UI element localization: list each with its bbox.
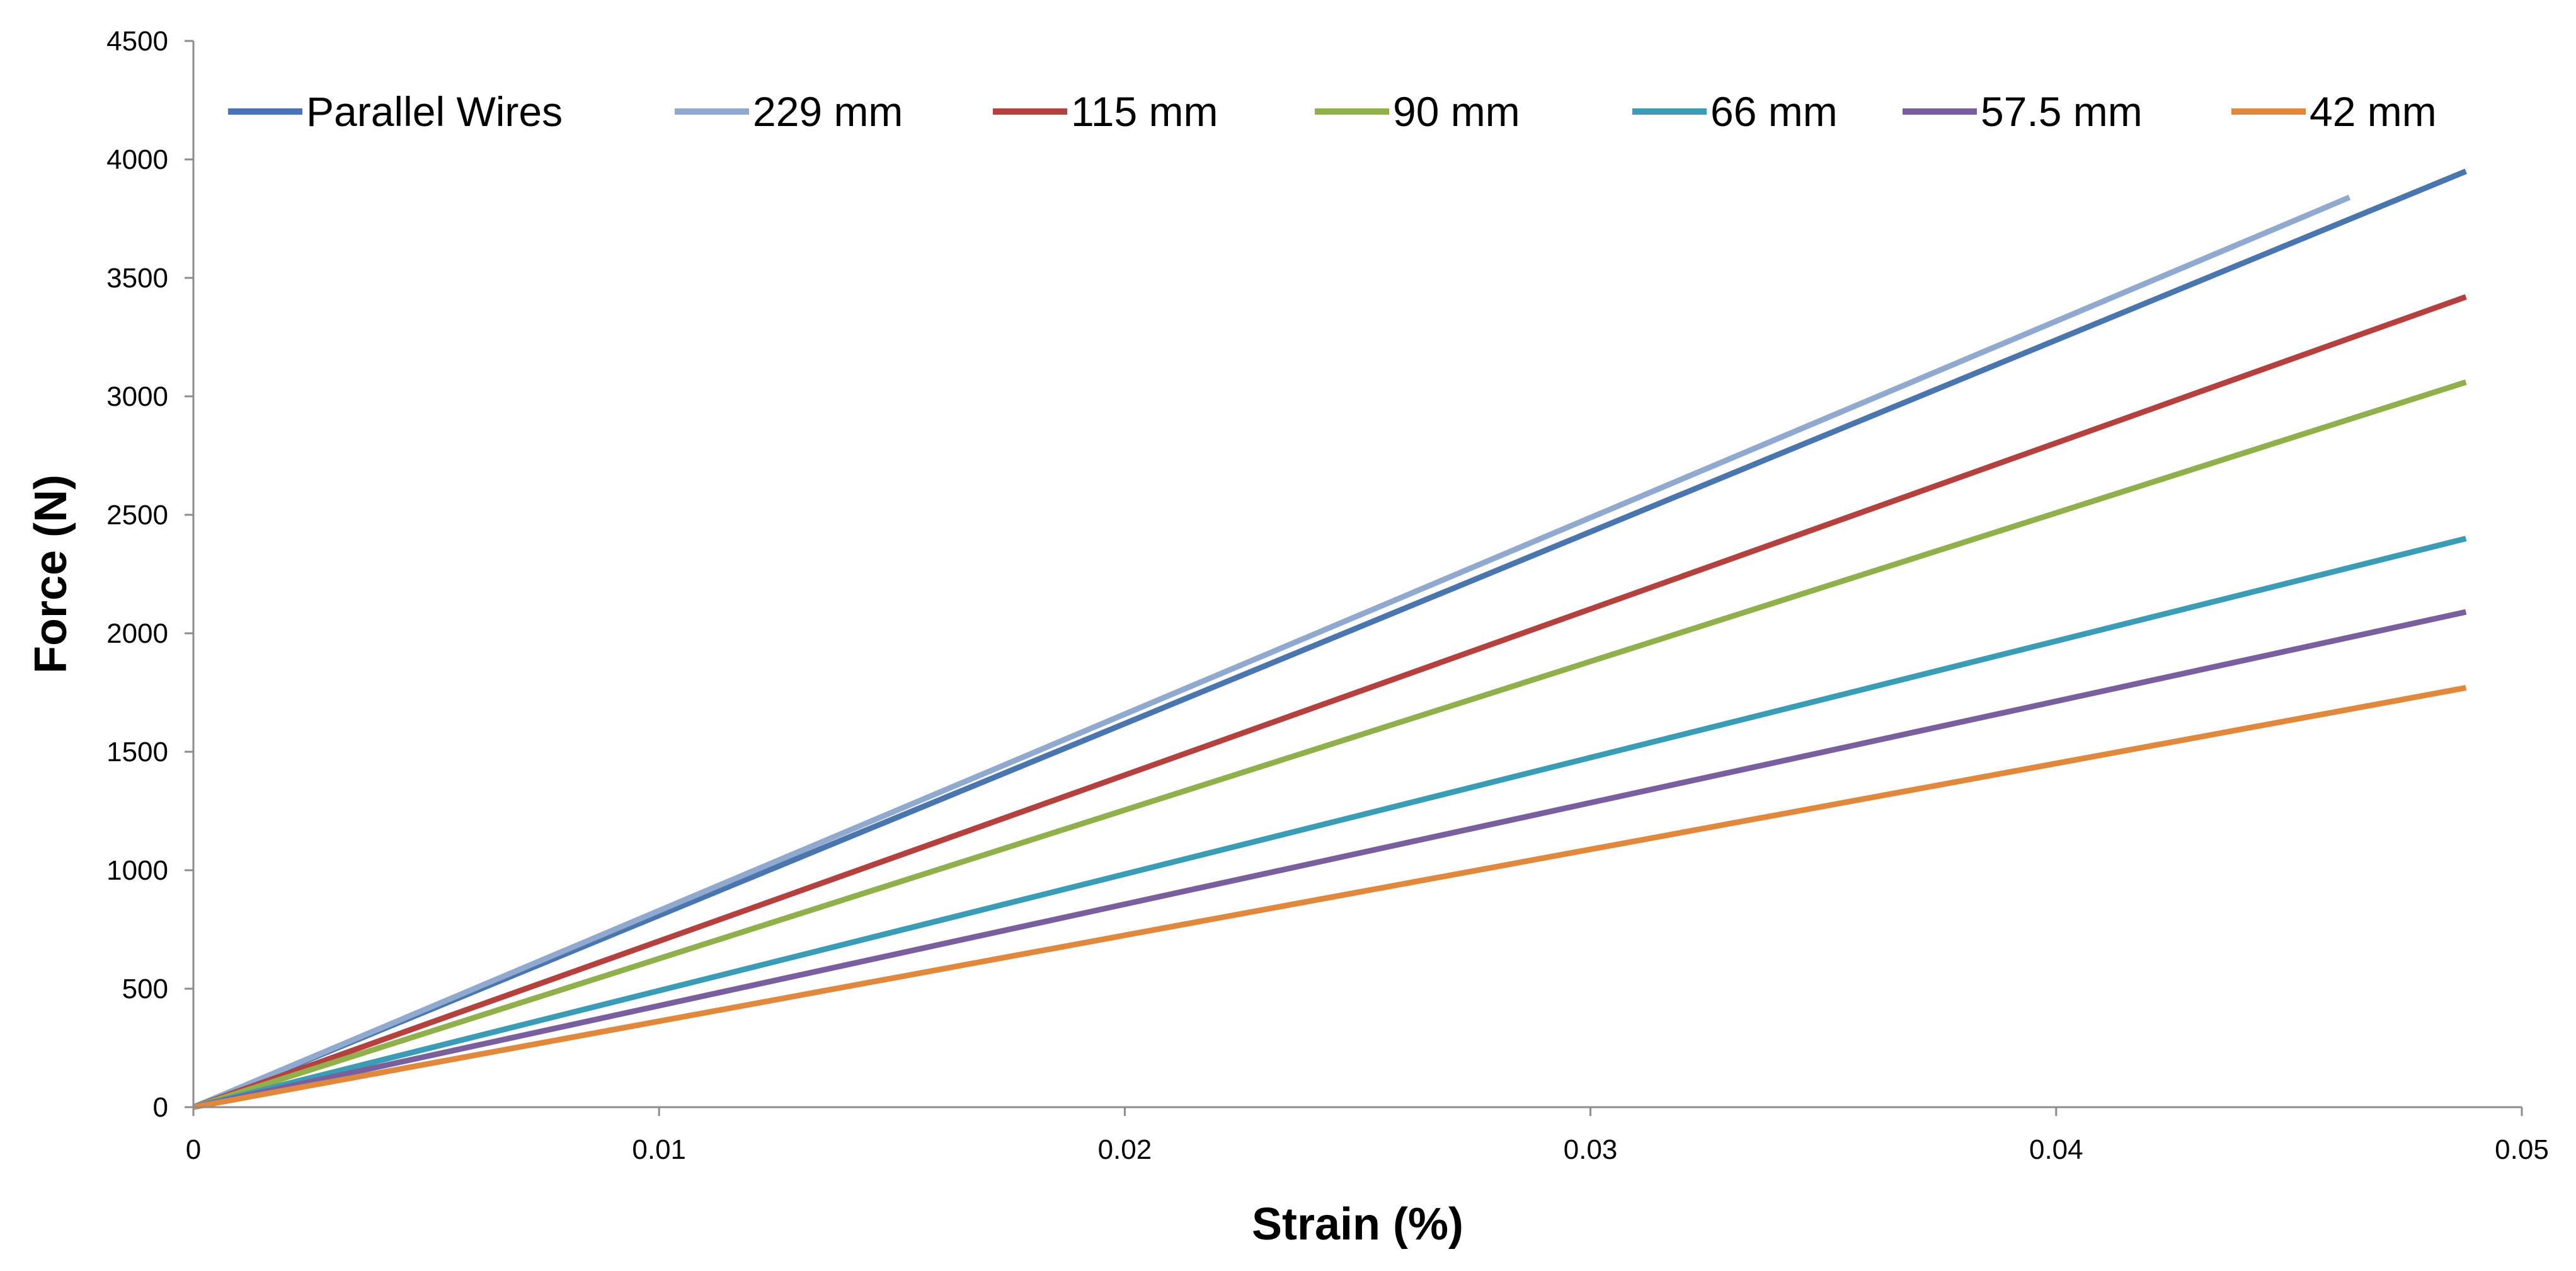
y-tick-label: 1000: [106, 855, 168, 886]
x-axis-title: Strain (%): [1252, 1199, 1463, 1250]
x-tick-label: 0.01: [632, 1134, 686, 1165]
legend-label-2: 229 mm: [753, 88, 903, 135]
legend-label-4: 90 mm: [1393, 88, 1520, 135]
y-tick-label: 0: [153, 1092, 168, 1123]
x-tick-label: 0: [186, 1134, 201, 1165]
x-tick-label: 0.05: [2495, 1134, 2549, 1165]
series-line-5: [192, 536, 2467, 1110]
series-group: [192, 168, 2468, 1110]
y-tick-label: 2000: [106, 618, 168, 649]
y-axis-ticks: 0 500 1000 1500 2000 2500 3000 3500 4000 4500: [106, 26, 193, 1123]
y-tick-label: 2500: [106, 500, 168, 531]
series-line-7: [193, 685, 2467, 1110]
legend-label-3: 115 mm: [1071, 88, 1218, 135]
legend-label-1: Parallel Wires: [306, 88, 563, 135]
x-tick-label: 0.02: [1098, 1134, 1152, 1165]
legend: Parallel Wires 229 mm 115 mm 90 mm 66 mm 57.5…: [228, 88, 2437, 135]
x-tick-label: 0.04: [2029, 1134, 2083, 1165]
y-tick-label: 500: [122, 974, 168, 1004]
legend-label-7: 42 mm: [2310, 88, 2437, 135]
y-tick-label: 1500: [106, 737, 168, 768]
y-tick-label: 3000: [106, 381, 168, 412]
x-tick-label: 0.03: [1564, 1134, 1618, 1165]
series-line-2: [192, 195, 2351, 1110]
series-line-4: [192, 379, 2467, 1110]
legend-label-6: 57.5 mm: [1981, 88, 2143, 135]
y-tick-label: 4500: [106, 26, 168, 57]
series-line-3: [192, 294, 2467, 1110]
series-line-1: [192, 168, 2468, 1110]
y-tick-label: 4000: [106, 144, 168, 175]
legend-label-5: 66 mm: [1710, 88, 1838, 135]
series-line-6: [193, 609, 2467, 1110]
y-axis-title: Force (N): [26, 474, 76, 674]
y-tick-label: 3500: [106, 263, 168, 294]
x-axis-ticks: 0 0.01 0.02 0.03 0.04 0.05: [186, 1107, 2549, 1165]
